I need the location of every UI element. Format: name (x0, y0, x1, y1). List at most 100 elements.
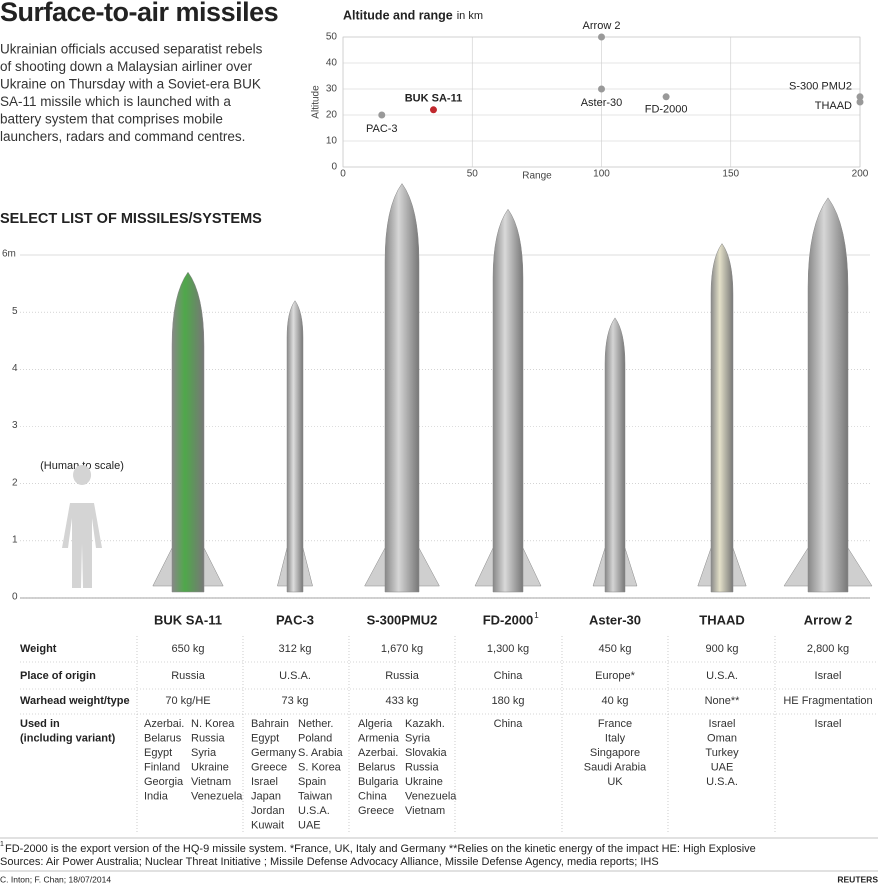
country: China (494, 718, 524, 730)
country: Nether. (298, 718, 333, 730)
fins (697, 547, 747, 587)
y-tick-label: 4 (12, 363, 18, 374)
point-label: THAAD (815, 100, 852, 112)
table-cell: 1,300 kg (487, 643, 529, 655)
country: China (358, 790, 388, 802)
country: UK (607, 776, 623, 788)
point-label: FD-2000 (645, 104, 688, 116)
y-tick-label: 20 (326, 110, 338, 121)
table-cell: Israel (815, 670, 842, 682)
table-cell: 2,800 kg (807, 643, 849, 655)
scatter-point (378, 111, 386, 119)
title: Surface-to-air missiles (0, 0, 278, 27)
table-cell: 180 kg (491, 695, 524, 707)
scatter-point (598, 85, 605, 93)
country: Armenia (358, 732, 400, 744)
scatter-point (856, 98, 864, 106)
footnote-mark: 1 (0, 841, 4, 848)
country: Germany (251, 747, 297, 759)
country: Ukraine (405, 776, 443, 788)
country: U.S.A. (298, 805, 330, 817)
fins (152, 547, 224, 587)
x-tick-label: 100 (593, 169, 610, 180)
country: Israel (815, 718, 842, 730)
fins (474, 547, 542, 587)
y-tick-label: 6m (2, 249, 16, 260)
y-axis-label: Altitude (311, 85, 322, 119)
table-cell: 650 kg (171, 643, 204, 655)
country: Bahrain (251, 718, 289, 730)
footnote-mark: 1 (534, 611, 539, 620)
country: UAE (711, 761, 734, 773)
y-tick-label: 30 (326, 84, 338, 95)
country: Kazakh. (405, 718, 445, 730)
x-tick-label: 0 (340, 169, 346, 180)
agency: REUTERS (837, 874, 878, 884)
missile (807, 197, 849, 593)
missile-name: BUK SA-11 (154, 612, 222, 627)
chart-title: Altitude and range (343, 8, 453, 22)
table-cell: Russia (171, 670, 206, 682)
country: Vietnam (191, 776, 231, 788)
country: Vietnam (405, 805, 445, 817)
section-title: SELECT LIST OF MISSILES/SYSTEMS (0, 211, 262, 227)
y-tick-label: 0 (12, 592, 18, 603)
point-label: PAC-3 (366, 123, 398, 135)
row-label: Weight (20, 643, 57, 655)
missile (384, 183, 420, 593)
country: S. Korea (298, 761, 342, 773)
x-tick-label: 50 (467, 169, 479, 180)
table-cell: 70 kg/HE (165, 695, 210, 707)
table-cell: 73 kg (282, 695, 309, 707)
intro-line: SA-11 missile which is launched with a (0, 94, 231, 109)
country: Belarus (144, 732, 182, 744)
missile (710, 243, 734, 593)
row-label: Place of origin (20, 670, 96, 682)
table-cell: 450 kg (598, 643, 631, 655)
y-tick-label: 0 (331, 162, 337, 173)
country: Taiwan (298, 790, 332, 802)
country: Italy (605, 732, 626, 744)
country: Venezuela (405, 790, 457, 802)
table-cell: Europe* (595, 670, 635, 682)
country: Singapore (590, 747, 640, 759)
country: Israel (709, 718, 736, 730)
missile-name: S-300PMU2 (367, 612, 438, 627)
point-label: Arrow 2 (583, 20, 621, 32)
country: Syria (405, 732, 431, 744)
missile-name: Arrow 2 (804, 612, 852, 627)
sources: Sources: Air Power Australia; Nuclear Th… (0, 856, 659, 868)
x-tick-label: 200 (852, 169, 869, 180)
table-cell: 900 kg (705, 643, 738, 655)
country: Russia (405, 761, 440, 773)
country: Algeria (358, 718, 393, 730)
country: Poland (298, 732, 332, 744)
x-tick-label: 150 (722, 169, 739, 180)
country: S. Arabia (298, 747, 344, 759)
country: Ukraine (191, 761, 229, 773)
country: Georgia (144, 776, 184, 788)
intro-line: launchers, radars and command centres. (0, 129, 245, 144)
intro-line: Ukrainian officials accused separatist r… (0, 42, 263, 57)
missile (171, 271, 205, 593)
country: U.S.A. (706, 776, 738, 788)
scatter-point (429, 106, 437, 114)
country: N. Korea (191, 718, 235, 730)
y-tick-label: 50 (326, 32, 338, 43)
row-label: Used in (including variant) (20, 718, 116, 745)
table-cell: None** (705, 695, 741, 707)
missile-name: PAC-3 (276, 612, 314, 627)
country: Azerbai. (144, 718, 184, 730)
chart-subtitle: in km (457, 10, 483, 22)
missile-name: FD-2000 (483, 612, 534, 627)
missile (286, 300, 304, 593)
table-cell: 40 kg (602, 695, 629, 707)
missile-name: THAAD (699, 612, 745, 627)
row-label-line: Used in (20, 718, 60, 730)
intro-line: Ukraine on Thursday with a Soviet-era BU… (0, 77, 261, 92)
scatter-point (598, 33, 605, 41)
point-label: S-300 PMU2 (789, 81, 852, 93)
scatter-point (662, 93, 670, 101)
